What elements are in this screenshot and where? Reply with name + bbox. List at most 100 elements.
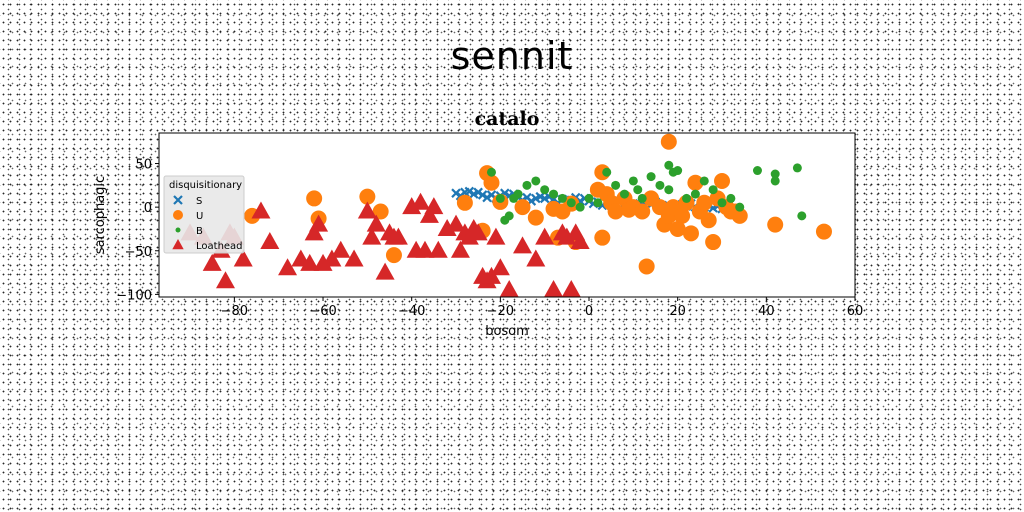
data-point: [611, 180, 621, 190]
data-point: [344, 249, 364, 267]
data-point: [446, 214, 466, 232]
data-point: [815, 223, 832, 240]
data-point: [456, 194, 473, 211]
data-point: [549, 189, 559, 199]
data-point: [202, 253, 222, 271]
data-point: [437, 218, 457, 236]
data-point: [664, 160, 674, 170]
data-point: [428, 240, 448, 258]
figure-title: sennit: [450, 34, 574, 78]
data-point: [682, 193, 692, 203]
x-tick-label: 60: [847, 304, 864, 319]
data-point: [602, 167, 612, 177]
legend-label: Loathead: [196, 241, 243, 252]
y-tick-label: −100: [116, 288, 152, 303]
data-point: [486, 227, 506, 245]
plot-frame: [158, 132, 856, 298]
data-point: [607, 203, 624, 220]
data-point: [566, 198, 576, 208]
data-point: [708, 185, 718, 195]
data-point: [331, 240, 351, 258]
data-point: [522, 180, 532, 190]
data-point: [362, 227, 382, 245]
x-tick-label: −60: [309, 304, 336, 319]
data-point: [699, 176, 709, 186]
data-point: [717, 198, 727, 208]
data-point: [752, 166, 762, 176]
data-point: [490, 258, 510, 276]
data-point: [700, 212, 717, 229]
data-point: [495, 193, 505, 203]
y-axis-label: sarcophagic: [93, 176, 108, 254]
x-tick-label: 40: [758, 304, 775, 319]
data-point: [388, 227, 408, 245]
data-point: [687, 174, 704, 191]
data-point: [424, 197, 444, 215]
data-point: [415, 240, 435, 258]
data-point: [375, 262, 395, 280]
data-point: [233, 249, 253, 267]
legend-marker: [175, 227, 181, 233]
data-point: [535, 227, 555, 245]
data-point: [513, 189, 523, 199]
data-point: [682, 225, 699, 242]
data-point: [770, 169, 780, 179]
data-point: [696, 194, 713, 211]
data-point: [669, 220, 686, 237]
data-point: [561, 280, 581, 298]
legend-label: S: [196, 196, 202, 207]
data-point: [278, 258, 298, 276]
data-point: [483, 174, 500, 191]
data-point: [637, 193, 647, 203]
data-point: [664, 185, 674, 195]
data-point: [473, 187, 483, 198]
legend-marker: [173, 195, 183, 205]
data-point: [481, 266, 501, 284]
data-point: [735, 202, 745, 212]
data-point: [300, 253, 320, 271]
series-b: [486, 160, 807, 225]
data-point: [633, 185, 643, 195]
x-axis-label: bosom: [485, 324, 529, 339]
legend-label: U: [196, 211, 203, 222]
data-point: [767, 216, 784, 233]
data-point: [260, 232, 280, 250]
data-point: [575, 202, 585, 212]
legend: disquisitionary SUB Loathead: [163, 175, 245, 254]
data-point: [544, 280, 564, 298]
data-point: [792, 163, 802, 173]
data-point: [628, 176, 638, 186]
data-point: [557, 227, 577, 245]
data-point: [304, 223, 324, 241]
data-point: [482, 192, 492, 203]
x-tick-label: −80: [221, 304, 248, 319]
data-point: [527, 209, 544, 226]
legend-box: [163, 175, 245, 254]
data-point: [477, 190, 488, 200]
data-point: [570, 232, 590, 250]
data-point: [593, 198, 603, 208]
data-point: [359, 188, 376, 205]
data-point: [655, 180, 665, 190]
data-point: [770, 176, 780, 186]
data-point: [674, 207, 691, 224]
data-point: [385, 247, 402, 264]
ticks-layer: −80 −60 −40 −20 0 20 40 60 −100 −50 0 50: [116, 158, 863, 319]
data-point: [464, 186, 475, 197]
legend-title: disquisitionary: [169, 180, 242, 191]
data-point: [366, 214, 386, 232]
y-tick-label: 50: [135, 158, 152, 173]
data-point: [468, 223, 488, 241]
data-point: [499, 280, 519, 298]
data-point: [646, 172, 656, 182]
data-point: [526, 249, 546, 267]
data-point: [673, 166, 683, 176]
data-point: [513, 236, 533, 254]
data-point: [731, 207, 748, 224]
legend-marker: [172, 239, 184, 250]
data-point: [540, 185, 550, 195]
x-tick-label: 20: [669, 304, 686, 319]
data-point: [726, 193, 736, 203]
y-tick-label: −50: [125, 245, 152, 260]
